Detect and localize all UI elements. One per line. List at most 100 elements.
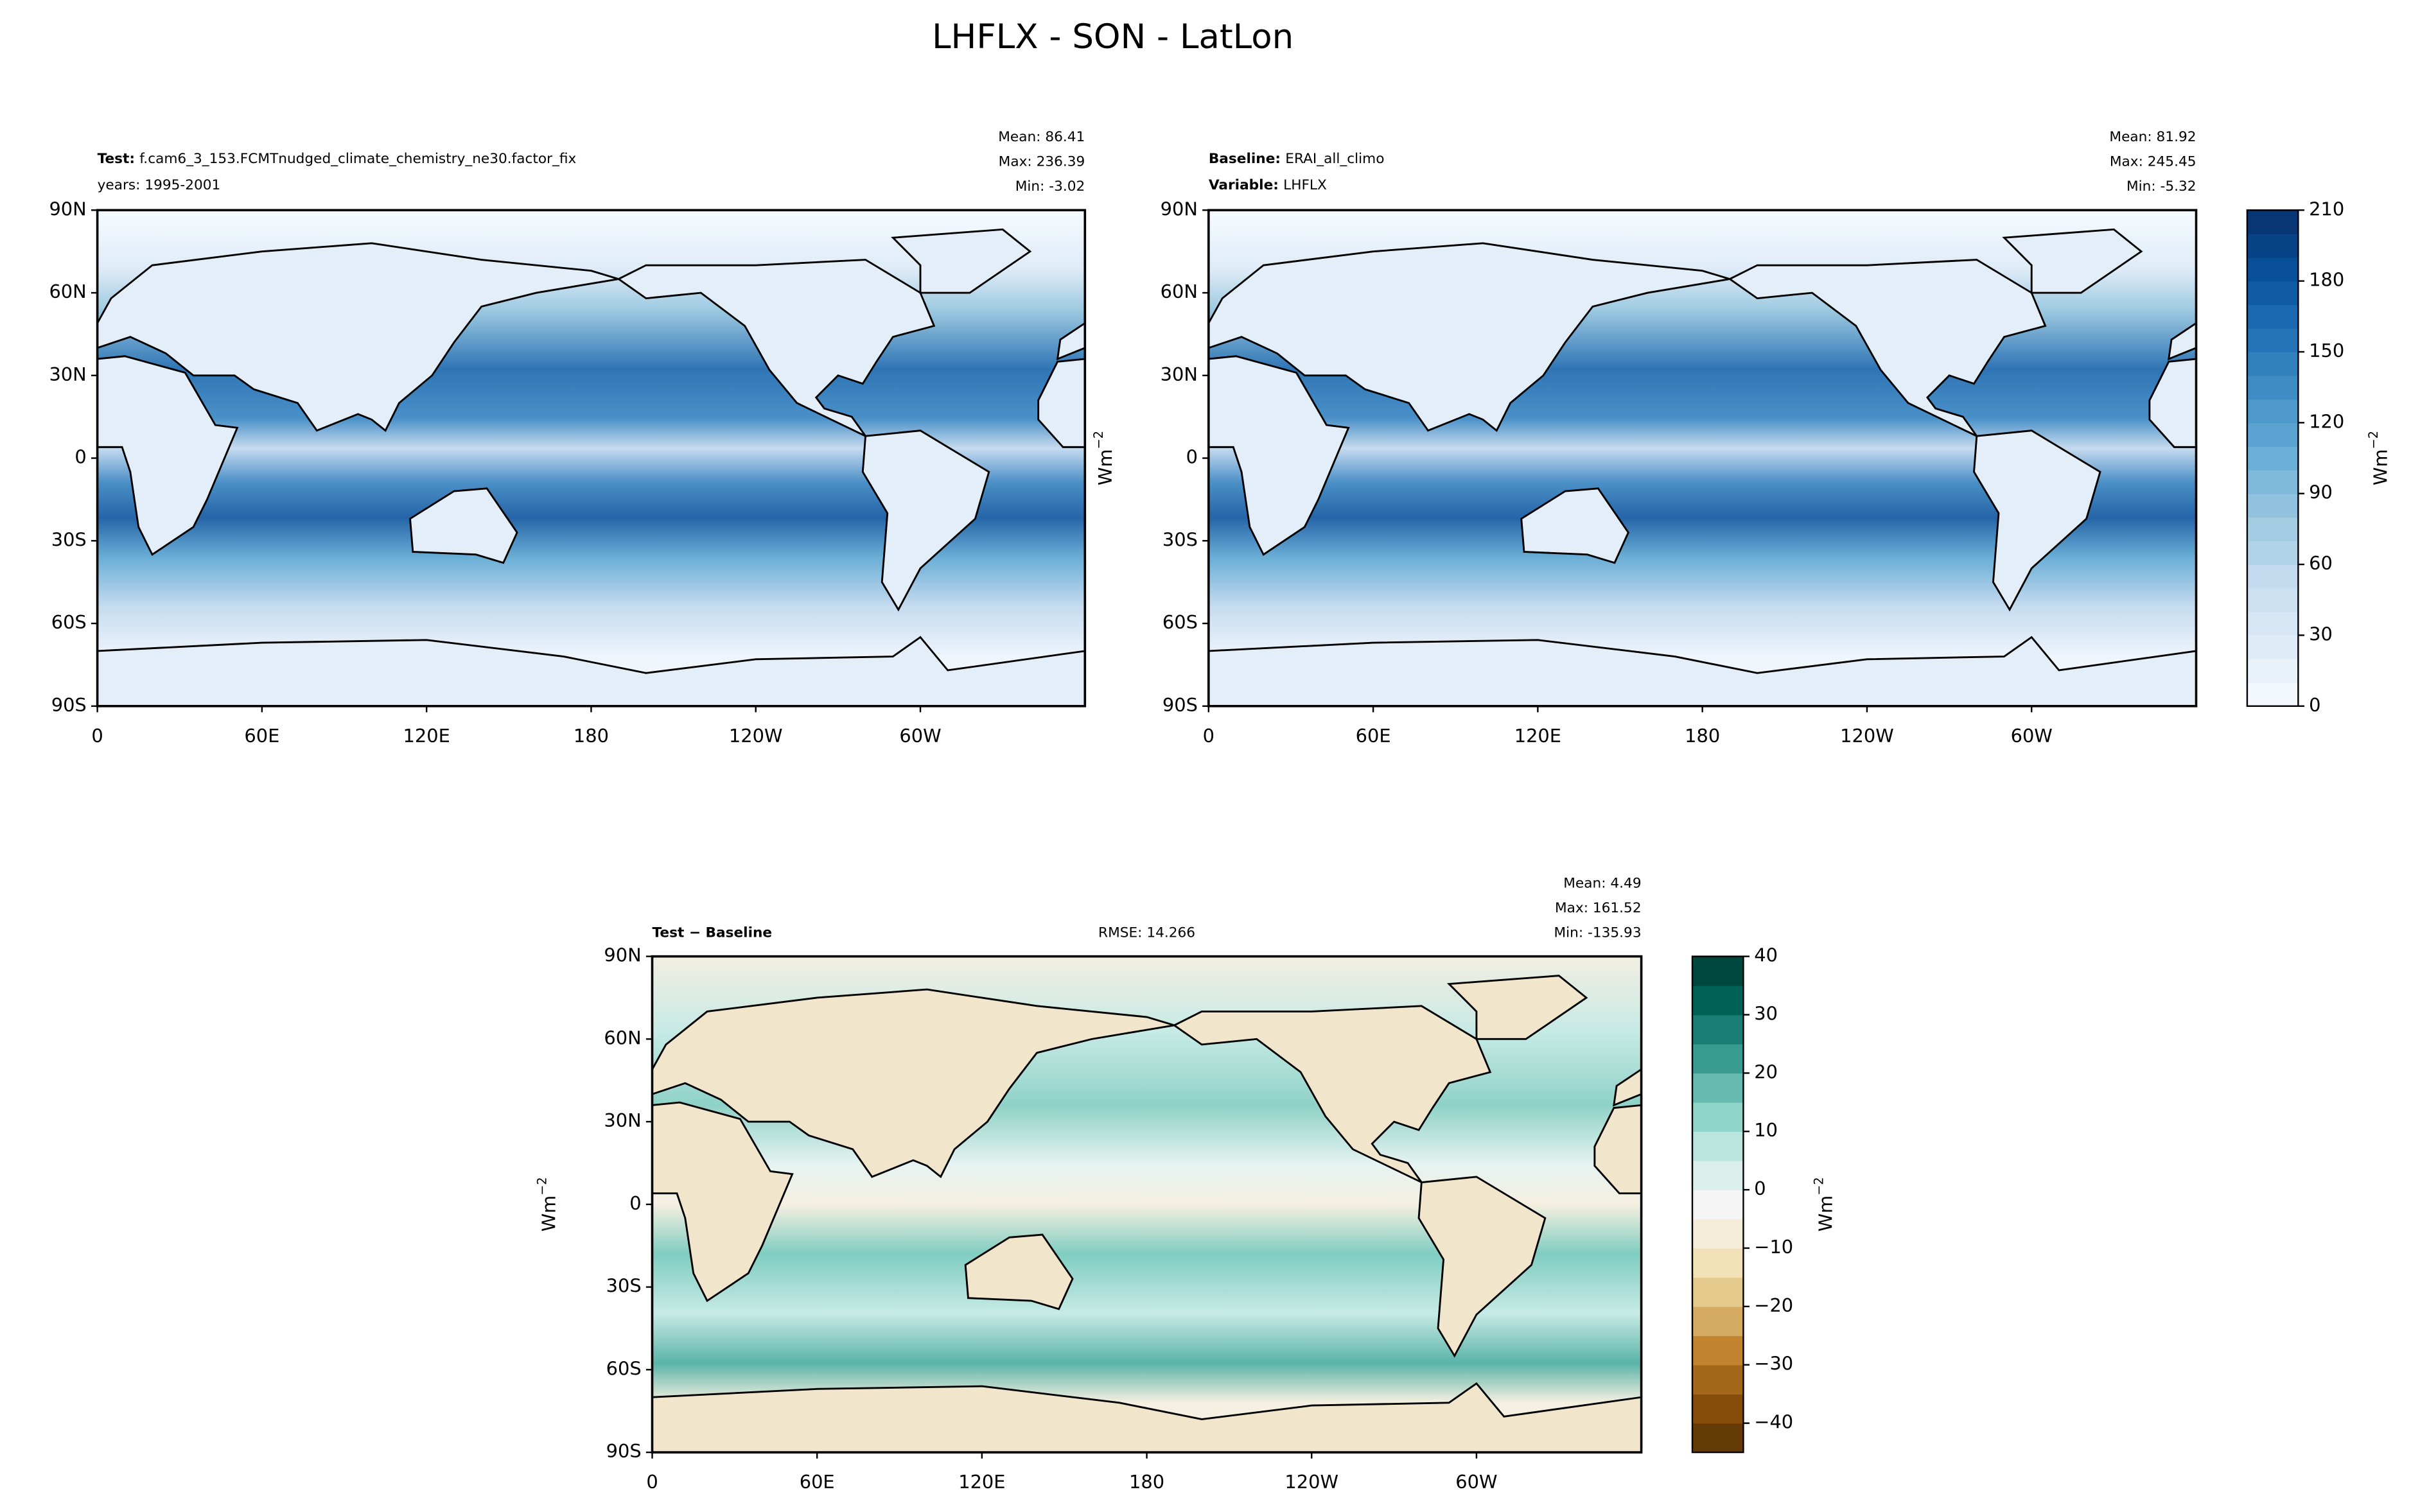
colorbar-band	[2247, 281, 2299, 306]
coastline	[1446, 975, 1588, 1040]
y-tick-label: 60N	[604, 1027, 641, 1048]
coastline	[1973, 430, 2101, 612]
rmse: RMSE: 14.266	[1098, 925, 1195, 941]
coastline	[652, 1101, 794, 1303]
y-tick-label: 30S	[51, 528, 87, 550]
y-tick-label: 90N	[49, 198, 86, 220]
colorbar-band	[2247, 210, 2299, 234]
colorbar-band	[2247, 399, 2299, 424]
coastline	[97, 636, 1085, 706]
colorbar-tick-label: 120	[2309, 410, 2344, 432]
figure-title: LHFLX - SON - LatLon	[932, 17, 1293, 56]
stat: Min: -135.93	[1554, 925, 1641, 941]
colorbar-band	[2247, 682, 2299, 707]
coastline	[1520, 487, 1629, 564]
y-tick-label: 30S	[1162, 528, 1198, 550]
coastline	[1954, 1235, 2062, 1309]
stat: Max: 245.45	[2110, 154, 2196, 170]
map-panel: 0 60E 120E 180 120W 60W 90N 60N 30N 0 30S 60S 90S Bas…	[1091, 129, 2392, 747]
colorbar-band	[1692, 1160, 1744, 1190]
coastline	[2163, 1006, 2411, 1183]
y-tick-label: 60S	[1162, 611, 1198, 633]
colorbar-band	[2247, 587, 2299, 613]
colorbar-band	[2247, 659, 2299, 683]
y-axis-label-exponent: −2	[1091, 431, 1105, 449]
colorbar-tick-label: −30	[1754, 1353, 1793, 1375]
map-panel: 0 60E 120E 180 120W 60W 90N 60N 30N 0 30S 60S 90S Tes…	[534, 876, 2411, 1493]
y-tick-label: 90N	[604, 944, 641, 966]
colorbar-tick-label: 180	[2309, 269, 2344, 291]
field	[1208, 210, 2196, 706]
coastline	[97, 355, 239, 556]
panel-label: Variable: LHFLX	[1209, 177, 1327, 193]
y-tick-label: 30N	[1161, 363, 1198, 385]
x-tick-label: 120E	[403, 725, 450, 747]
colorbar-label-base: Wm	[2369, 449, 2391, 485]
label-name: Variable:	[1209, 177, 1279, 193]
colorbar-label: Wm−2	[2366, 431, 2392, 485]
y-tick-label: 60S	[51, 611, 87, 633]
colorbar-band	[1692, 1190, 1744, 1220]
stat: Max: 161.52	[1555, 900, 1642, 916]
y-tick-label: 90S	[606, 1440, 642, 1462]
y-tick-label: 0	[629, 1192, 641, 1214]
colorbar-tick-label: 150	[2309, 340, 2344, 361]
coastline	[1208, 242, 1730, 432]
colorbar-band	[2247, 564, 2299, 589]
colorbar-band	[1692, 1423, 1744, 1453]
panel-label: Test − Baseline	[653, 925, 773, 941]
colorbar-band	[2247, 635, 2299, 659]
colorbar-band	[2247, 469, 2299, 494]
colorbar-tick-label: 30	[1754, 1002, 1778, 1024]
stat: Mean: 86.41	[998, 129, 1085, 145]
x-tick-label: 120W	[1840, 725, 1894, 747]
x-tick-label: 60E	[1356, 725, 1391, 747]
panel-label: Test: f.cam6_3_153.FCMTnudged_climate_che…	[98, 151, 577, 167]
map-panel: 0 60E 120E 180 120W 60W 90N 60N 30N 0 30S 60S 90S Tes…	[49, 129, 1087, 747]
colorbar-band	[2247, 446, 2299, 471]
colorbar-tick-label: 0	[1754, 1177, 1766, 1199]
coastline	[1417, 1176, 1547, 1358]
x-tick-label: 120E	[1514, 725, 1561, 747]
colorbar-tick-label: 20	[1754, 1061, 1778, 1082]
stat: Mean: 81.92	[2109, 129, 2196, 145]
y-axis-label-base: Wm	[538, 1195, 560, 1232]
coastline	[1037, 358, 1085, 448]
colorbar-tick-label: −10	[1754, 1236, 1793, 1258]
coastline	[1056, 321, 1085, 361]
label-name: Test:	[98, 151, 135, 167]
label-name: Test − Baseline	[653, 925, 773, 941]
y-tick-label: 60S	[606, 1357, 642, 1379]
stat: Min: -3.02	[1015, 178, 1085, 195]
x-tick-label: 60E	[800, 1471, 835, 1493]
colorbar-band	[1692, 1102, 1744, 1132]
colorbar-tick-label: 10	[1754, 1119, 1778, 1141]
y-tick-label: 0	[1186, 446, 1198, 468]
coastline	[2195, 650, 2196, 706]
colorbar-band	[1692, 1335, 1744, 1366]
coastline	[2148, 358, 2196, 448]
y-tick-label: 30N	[49, 363, 86, 385]
field	[97, 210, 1085, 706]
colorbar-band	[2247, 422, 2299, 447]
coastline	[97, 242, 619, 432]
colorbar-band	[2247, 234, 2299, 258]
coastline	[1613, 1067, 1642, 1107]
y-axis-label-exponent: −2	[534, 1177, 549, 1195]
colorbar-band	[2247, 541, 2299, 565]
x-tick-label: 60W	[899, 725, 941, 747]
x-tick-label: 0	[646, 1471, 658, 1493]
x-tick-label: 120W	[729, 725, 783, 747]
colorbar-band	[1692, 1277, 1744, 1307]
y-tick-label: 90S	[1162, 694, 1198, 716]
y-tick-label: 0	[75, 446, 86, 468]
y-axis-label-base: Wm	[1094, 449, 1116, 485]
y-tick-label: 30S	[606, 1275, 642, 1297]
colorbar-band	[1692, 1306, 1744, 1337]
y-tick-label: 90S	[51, 694, 87, 716]
colorbar-frame	[1691, 955, 1744, 1454]
coastline	[652, 988, 1175, 1179]
colorbar-label: Wm−2	[1811, 1177, 1837, 1231]
coastline	[1208, 355, 1350, 556]
